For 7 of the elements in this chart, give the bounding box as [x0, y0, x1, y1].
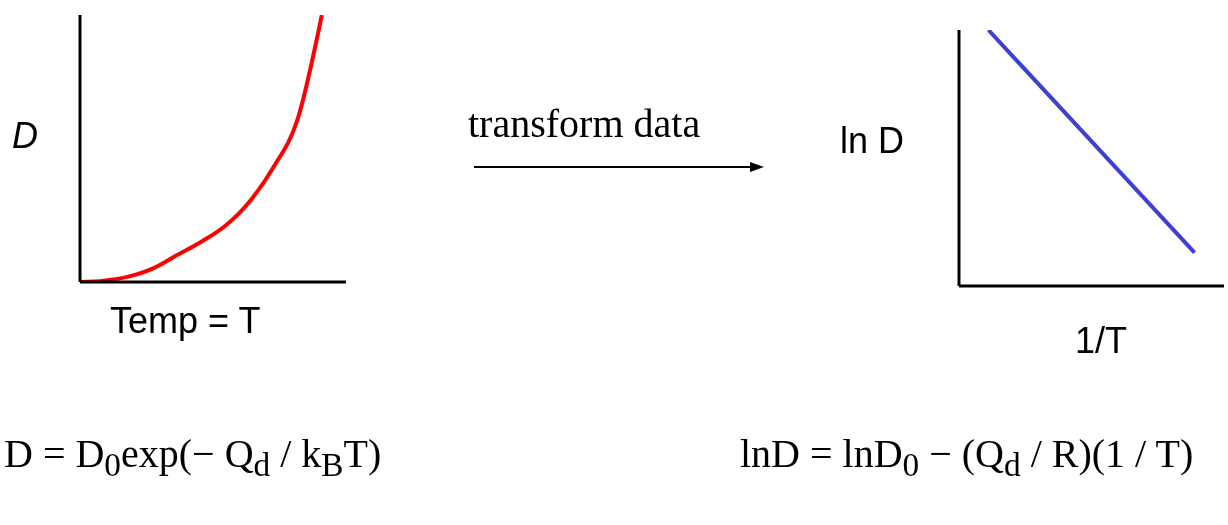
text: D = D$_{0}$exp(− Q$_{d}$ / k$_{B}$T) [4, 430, 382, 484]
y-axis-title: D [12, 115, 38, 157]
text: lnD = lnD$_{0}$ − (Q$_{d}$ / R)(1 / T) [740, 430, 1194, 484]
x-axis-title: 1/T [1075, 320, 1128, 362]
x-axis-title: Temp = T [110, 300, 261, 342]
y-axis-title: ln D [840, 120, 905, 162]
text: transform data [468, 100, 701, 147]
